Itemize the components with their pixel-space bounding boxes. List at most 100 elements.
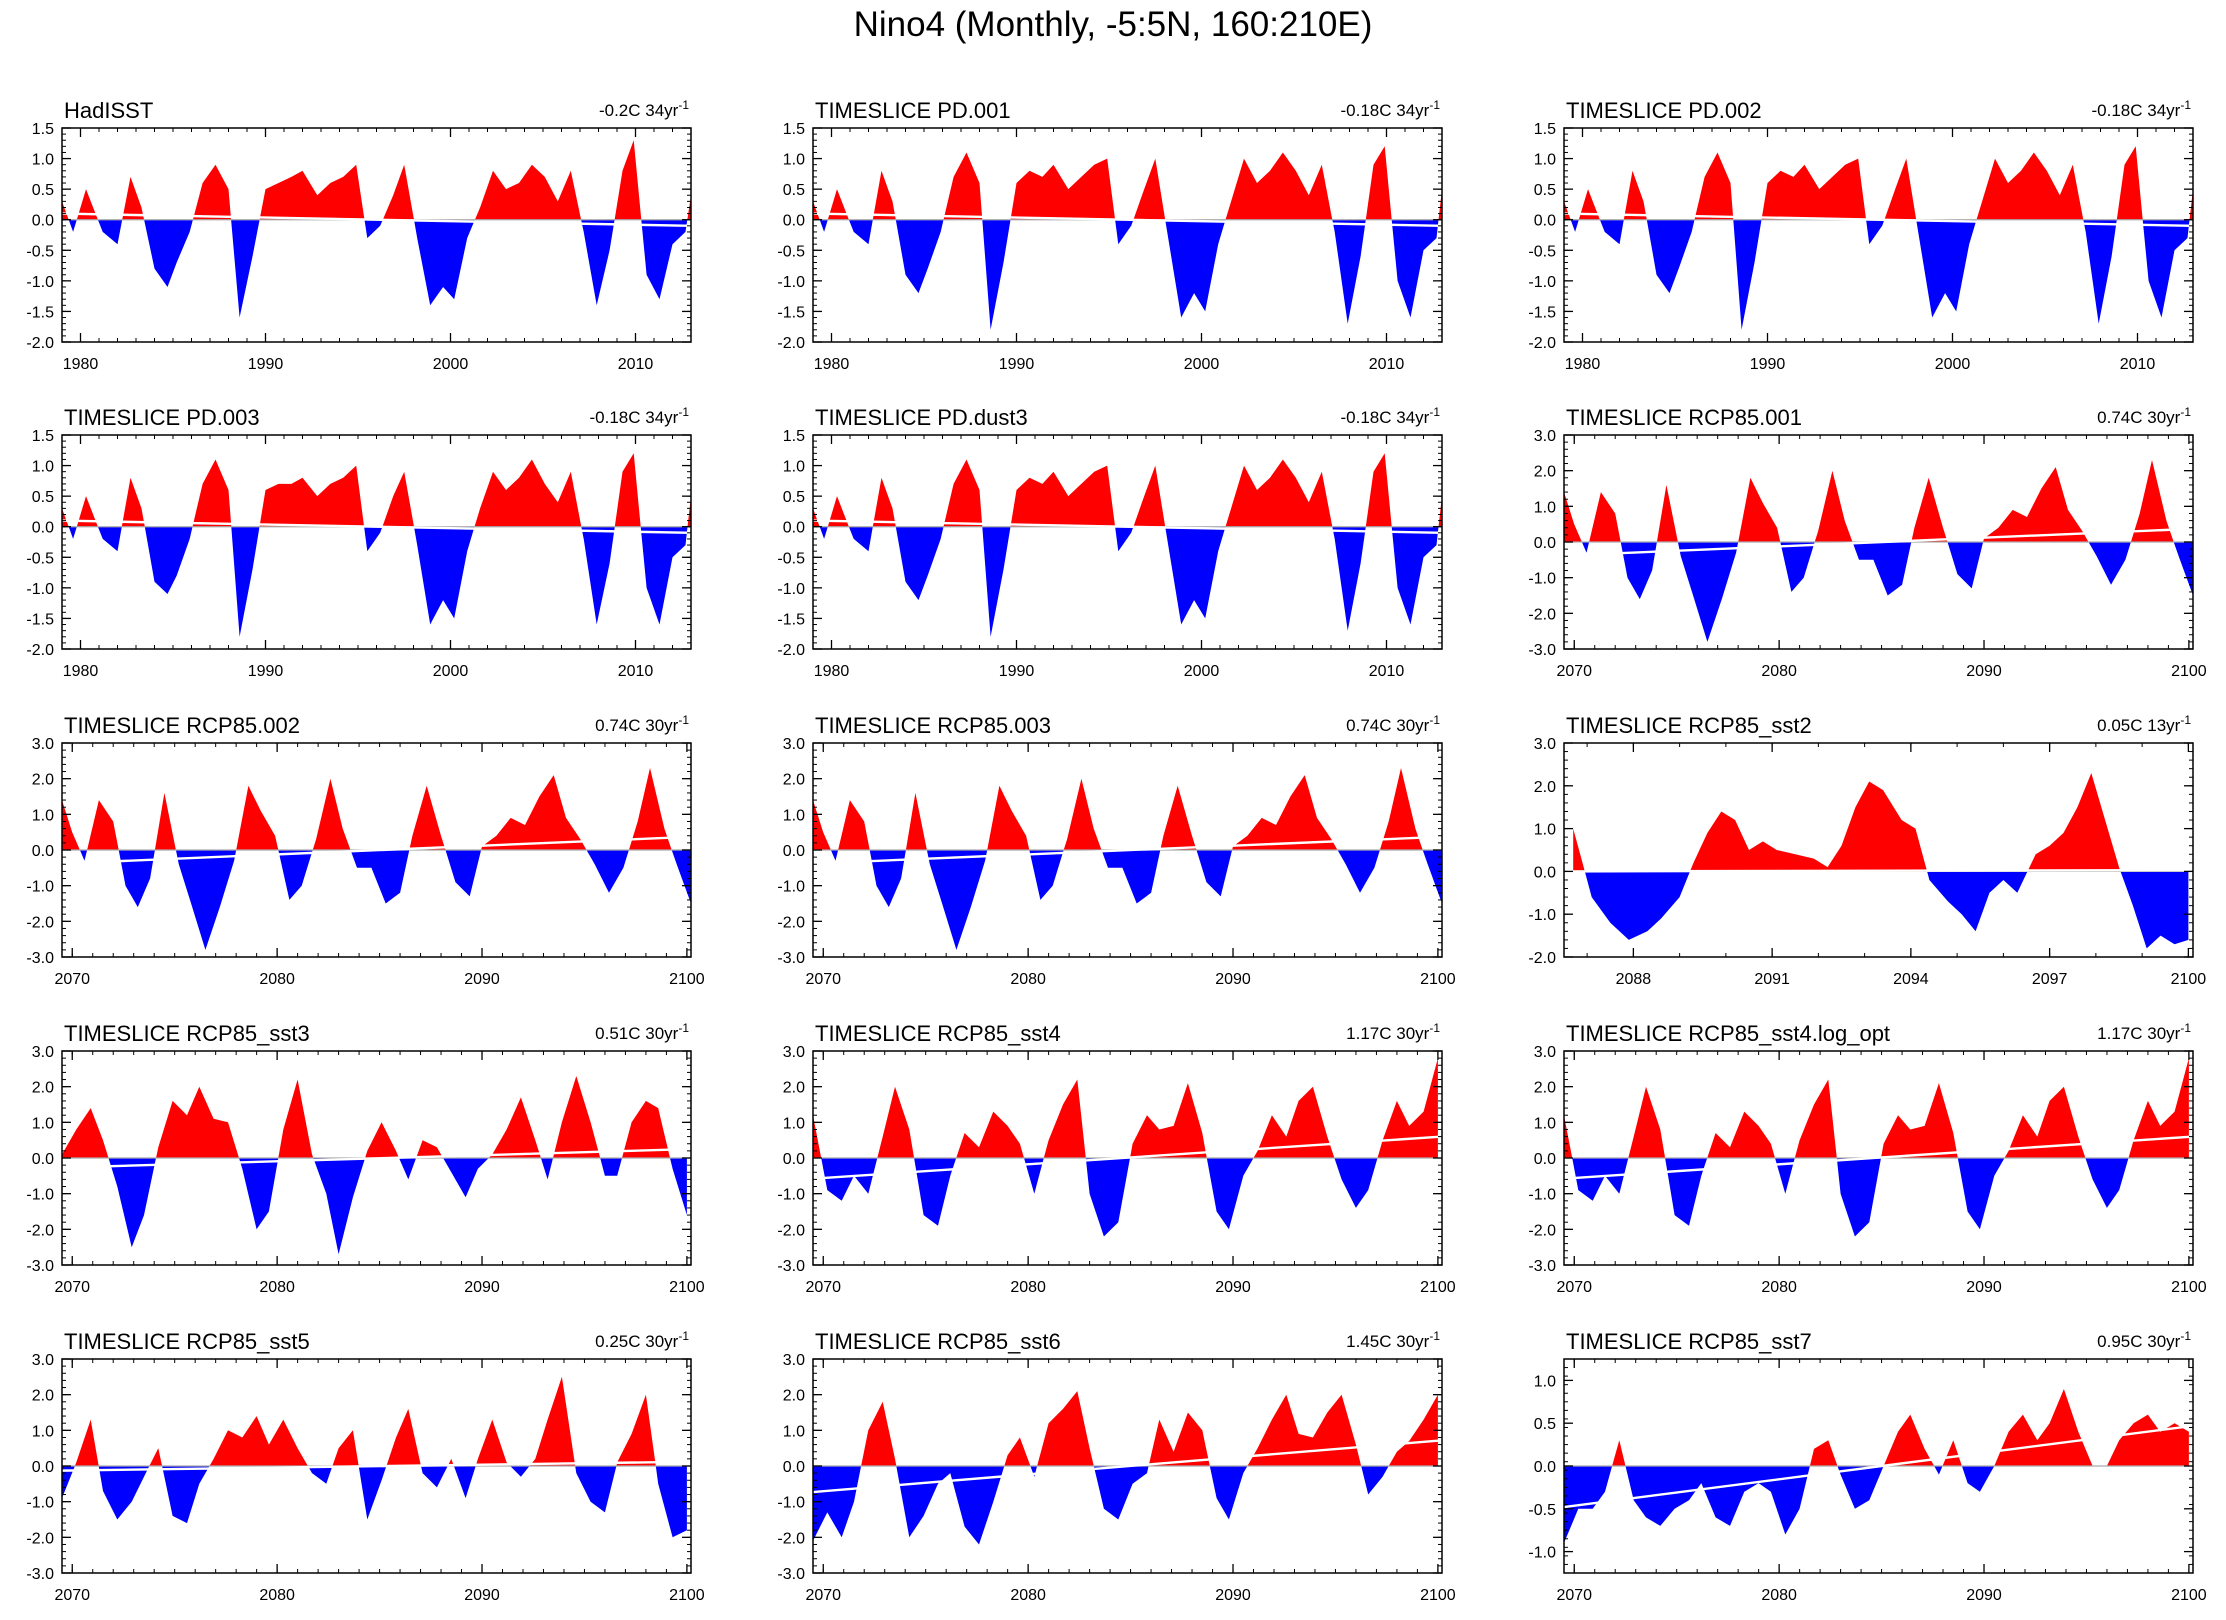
x-tick-label: 2090 <box>1215 971 1251 988</box>
y-tick-label: 1.0 <box>783 1423 805 1440</box>
x-tick-label: 2090 <box>464 971 500 988</box>
positive-anomaly-area <box>813 1058 1438 1158</box>
trend-annotation: -0.2C 34yr-1 <box>599 98 689 120</box>
panel-title: TIMESLICE RCP85_sst5 <box>64 1329 310 1354</box>
x-tick-label: 2080 <box>1761 663 1797 680</box>
y-tick-label: 2.0 <box>32 772 54 789</box>
y-tick-label: 3.0 <box>783 1352 805 1369</box>
y-tick-label: 0.5 <box>1534 182 1556 199</box>
trend-line <box>812 1135 1443 1180</box>
x-tick-label: 2080 <box>1761 1587 1797 1604</box>
panel-3: -2.0 -1.5 -1.0 -0.5 0.0 0.5 1.0 1.5 1980 1990 2000… <box>26 405 692 680</box>
panel-title: TIMESLICE RCP85.001 <box>1566 405 1802 430</box>
y-tick-label: -2.0 <box>1528 950 1556 967</box>
negative-anomaly-area <box>1564 1158 2189 1237</box>
panel-11: -3.0 -2.0 -1.0 0.0 1.0 2.0 3.0 2070 2080 2090 2100… <box>1528 1021 2206 1296</box>
y-tick-label: 2.0 <box>783 1080 805 1097</box>
x-tick-label: 2000 <box>1184 356 1220 373</box>
positive-anomaly-area <box>62 1076 687 1158</box>
negative-anomaly-area <box>68 219 688 318</box>
trend-annotation: -0.18C 34yr-1 <box>1341 405 1441 427</box>
x-tick-label: 2070 <box>805 1587 841 1604</box>
y-tick-label: -1.0 <box>1528 274 1556 291</box>
trend-annotation: -0.18C 34yr-1 <box>590 405 690 427</box>
y-tick-label: 0.0 <box>32 1459 54 1476</box>
y-tick-label: -3.0 <box>1528 642 1556 659</box>
y-tick-label: -2.0 <box>26 1222 54 1239</box>
x-tick-label: 1980 <box>63 356 99 373</box>
panel-1: -2.0 -1.5 -1.0 -0.5 0.0 0.5 1.0 1.5 1980 1990 2000… <box>777 98 1443 373</box>
trend-annotation: 0.74C 30yr-1 <box>2097 405 2191 427</box>
trend-line <box>1563 527 2194 557</box>
positive-anomaly-area <box>813 1391 1438 1466</box>
panel-14: -1.0 -0.5 0.0 0.5 1.0 2070 2080 2090 2100 TIMESLI… <box>1528 1329 2206 1604</box>
negative-anomaly-area <box>62 1158 687 1255</box>
trend-line <box>61 835 692 865</box>
y-tick-label: 3.0 <box>32 736 54 753</box>
x-tick-label: 1990 <box>999 663 1035 680</box>
y-tick-label: 1.0 <box>32 1423 54 1440</box>
y-tick-label: 1.0 <box>32 1115 54 1132</box>
y-tick-label: 0.0 <box>1534 213 1556 230</box>
y-tick-label: 1.0 <box>1534 1115 1556 1132</box>
x-tick-label: 2094 <box>1893 971 1929 988</box>
panel-title: TIMESLICE RCP85.003 <box>815 713 1051 738</box>
y-tick-label: -2.0 <box>777 1222 805 1239</box>
y-tick-label: 1.0 <box>1534 499 1556 516</box>
y-tick-label: -3.0 <box>777 1566 805 1583</box>
negative-anomaly-area <box>1564 1466 2189 1543</box>
positive-anomaly-area <box>62 140 691 220</box>
y-tick-label: 1.5 <box>32 121 54 138</box>
negative-anomaly-area <box>68 526 688 637</box>
trend-annotation: 1.17C 30yr-1 <box>2097 1021 2191 1043</box>
trend-annotation: 0.25C 30yr-1 <box>595 1329 689 1351</box>
panel-2: -2.0 -1.5 -1.0 -0.5 0.0 0.5 1.0 1.5 1980 1990 2000… <box>1528 98 2194 373</box>
y-tick-label: 1.0 <box>1534 822 1556 839</box>
y-tick-label: -1.5 <box>1528 304 1556 321</box>
x-tick-label: 2080 <box>259 971 295 988</box>
panel-5: -3.0 -2.0 -1.0 0.0 1.0 2.0 3.0 2070 2080 2090 2100… <box>1528 405 2206 680</box>
y-tick-label: -1.0 <box>26 274 54 291</box>
trend-annotation: 1.45C 30yr-1 <box>1346 1329 1440 1351</box>
y-tick-label: -2.0 <box>26 335 54 352</box>
y-tick-label: -0.5 <box>777 243 805 260</box>
y-tick-label: 1.5 <box>1534 121 1556 138</box>
y-tick-label: 3.0 <box>1534 428 1556 445</box>
y-tick-label: -1.0 <box>1528 1187 1556 1204</box>
x-tick-label: 2000 <box>1935 356 1971 373</box>
panel-13: -3.0 -2.0 -1.0 0.0 1.0 2.0 3.0 2070 2080 2090 2100… <box>777 1329 1455 1604</box>
trend-line <box>61 1147 692 1169</box>
x-tick-label: 2100 <box>2171 971 2207 988</box>
trend-line <box>1563 1424 2194 1509</box>
x-tick-label: 2070 <box>1556 1587 1592 1604</box>
panel-title: TIMESLICE RCP85_sst2 <box>1566 713 1812 738</box>
x-tick-label: 2100 <box>669 1587 705 1604</box>
positive-anomaly-area <box>62 453 691 527</box>
y-tick-label: 0.5 <box>783 489 805 506</box>
panels-grid: -2.0 -1.5 -1.0 -0.5 0.0 0.5 1.0 1.5 1980 1990 2000… <box>26 98 2206 1604</box>
y-tick-label: 0.0 <box>783 1151 805 1168</box>
y-tick-label: 1.0 <box>32 807 54 824</box>
y-tick-label: -2.0 <box>26 914 54 931</box>
y-tick-label: 0.5 <box>783 182 805 199</box>
y-tick-label: 0.0 <box>783 213 805 230</box>
y-tick-label: -2.0 <box>26 642 54 659</box>
trend-annotation: 0.74C 30yr-1 <box>1346 713 1440 735</box>
y-tick-label: 0.0 <box>32 213 54 230</box>
y-tick-label: 2.0 <box>32 1080 54 1097</box>
y-tick-label: 0.5 <box>1534 1416 1556 1433</box>
negative-anomaly-area <box>1584 871 2189 949</box>
y-tick-label: -2.0 <box>777 335 805 352</box>
y-tick-label: -1.0 <box>26 879 54 896</box>
y-tick-label: -1.5 <box>777 611 805 628</box>
positive-anomaly-area <box>1573 773 2121 872</box>
y-tick-label: -1.5 <box>26 611 54 628</box>
x-tick-label: 2090 <box>1966 1279 2002 1296</box>
y-tick-label: -1.0 <box>26 1495 54 1512</box>
trend-annotation: 0.51C 30yr-1 <box>595 1021 689 1043</box>
panel-0: -2.0 -1.5 -1.0 -0.5 0.0 0.5 1.0 1.5 1980 1990 2000… <box>26 98 692 373</box>
y-tick-label: -1.0 <box>26 1187 54 1204</box>
x-tick-label: 2080 <box>1010 971 1046 988</box>
x-tick-label: 1980 <box>1565 356 1601 373</box>
y-tick-label: 0.5 <box>32 489 54 506</box>
